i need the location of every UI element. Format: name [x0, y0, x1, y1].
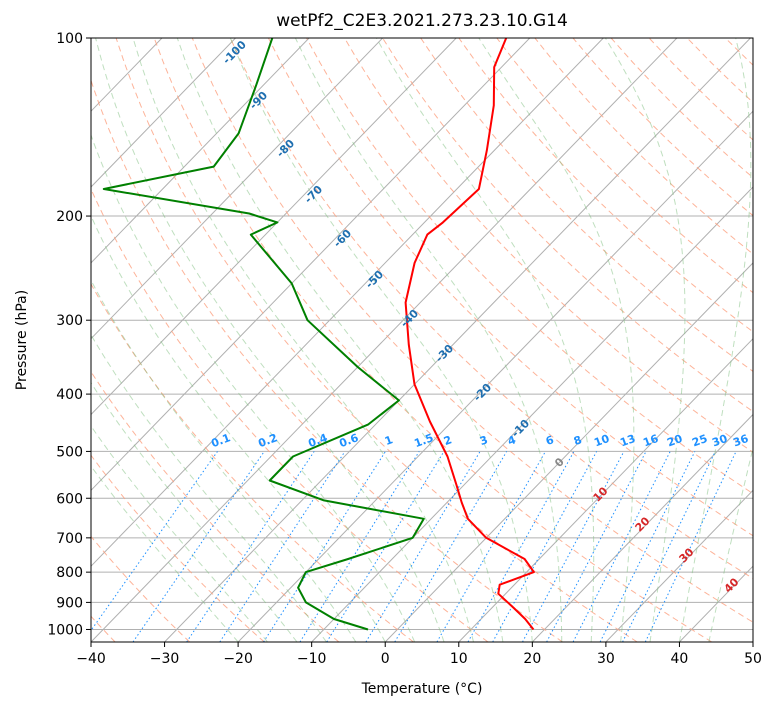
mixing-ratio-label: 36	[731, 432, 750, 450]
moist-adiabat-line	[294, 38, 563, 642]
mixing-ratio-label: 30	[710, 432, 729, 450]
y-tick-label: 300	[56, 313, 83, 329]
axis-layer: −40 −30 −20 −10 0 10 20 30 40 5010020030040050060…	[47, 31, 762, 667]
moist-adiabat-line	[91, 333, 327, 642]
moist-adiabat-line	[95, 38, 445, 642]
mixing-ratio-line	[599, 451, 696, 642]
dry-adiabat-line	[496, 38, 753, 294]
x-tick-label: −40	[76, 651, 106, 667]
isotherm-line	[311, 186, 753, 642]
moist-adiabat-line	[91, 425, 268, 642]
moist-adiabat-line	[91, 279, 357, 642]
moist-adiabat-line	[478, 38, 635, 642]
x-tick-label: 50	[744, 651, 762, 667]
mixing-ratio-line	[622, 451, 716, 642]
dry-adiabat-line	[91, 187, 489, 642]
mixing-ratio-line	[91, 451, 218, 632]
plot-frame	[90, 37, 754, 643]
mixing-ratio-label: 1.5	[412, 431, 435, 450]
dry-adiabat-line	[191, 38, 753, 623]
moist-adiabat-line	[91, 133, 416, 642]
mixing-ratio-line	[326, 451, 445, 642]
x-tick-label: −30	[150, 651, 180, 667]
moist-adiabat-line	[91, 214, 386, 642]
series-layer	[102, 38, 535, 631]
x-tick-label: 0	[381, 651, 390, 667]
mixing-ratio-line	[436, 451, 546, 642]
mixing-ratio-label: 13	[618, 432, 637, 449]
x-tick-label: 10	[450, 651, 468, 667]
moist-adiabat-line	[604, 38, 686, 642]
dry-adiabat-line	[91, 454, 265, 642]
y-tick-label: 400	[56, 387, 83, 403]
y-axis-label: Pressure (hPa)	[14, 290, 30, 390]
dry-adiabat-line	[91, 370, 340, 642]
isotherm-line	[237, 110, 753, 642]
dewpoint-profile-line	[102, 38, 425, 631]
y-tick-label: 100	[56, 31, 83, 47]
moist-adiabat-line	[91, 381, 298, 642]
chart-title: wetPf2_C2E3.2021.273.23.10.G14	[276, 11, 568, 31]
dry-adiabat-line	[267, 38, 753, 537]
isotherm-line	[384, 262, 753, 642]
mixing-ratio-label: 1	[383, 433, 395, 448]
dry-adiabat-line	[91, 283, 414, 642]
isotherm-line	[91, 38, 384, 340]
moist-adiabat-line	[91, 465, 239, 642]
isotherm-line	[91, 38, 310, 264]
y-tick-label: 800	[56, 565, 83, 581]
mixing-ratio-label: 25	[690, 432, 709, 449]
x-tick-label: 20	[523, 651, 541, 667]
mixing-ratio-label: 10	[592, 432, 611, 450]
moist-adiabat-line	[708, 445, 753, 642]
isotherm-line	[605, 489, 753, 642]
y-tick-label: 1000	[47, 622, 83, 638]
mixing-ratio-label: 8	[572, 433, 584, 448]
moist-adiabat-line	[176, 38, 504, 642]
isotherm-line	[164, 38, 751, 642]
mixing-ratio-label: 0.6	[337, 431, 360, 450]
mixing-ratio-label: 0.2	[256, 431, 279, 450]
isotherm-line	[91, 38, 236, 188]
mixing-ratio-line	[365, 451, 481, 642]
mixing-ratio-label: 20	[665, 432, 684, 450]
mixing-ratio-label: 2	[442, 433, 454, 448]
moist-adiabat-line	[229, 38, 533, 642]
mixing-ratio-line	[467, 451, 575, 642]
isotherm-line	[91, 38, 457, 416]
x-tick-label: −20	[223, 651, 253, 667]
y-tick-label: 500	[56, 444, 83, 460]
mixing-ratio-label: 0.4	[306, 431, 329, 450]
mixing-ratio-line	[492, 451, 598, 642]
mixing-ratio-label: 16	[641, 432, 660, 450]
plot-area	[91, 38, 753, 642]
grid-layer	[91, 38, 753, 642]
y-tick-label: 700	[56, 531, 83, 547]
mixing-ratio-line	[394, 451, 508, 642]
temperature-profile-line	[404, 38, 535, 631]
isotherm-line	[91, 38, 678, 642]
moist-adiabat-line	[678, 38, 752, 642]
mixing-ratio-label: 0.1	[209, 431, 232, 450]
x-tick-label: −10	[297, 651, 327, 667]
isotherm-line	[91, 38, 604, 567]
mixing-ratio-line	[132, 451, 265, 642]
dry-adiabat-line	[91, 78, 563, 642]
x-tick-label: 30	[597, 651, 615, 667]
x-axis-label: Temperature (°C)	[361, 681, 483, 697]
dry-adiabat-line	[115, 38, 638, 642]
y-tick-label: 200	[56, 209, 83, 225]
mixing-ratio-label: 6	[544, 433, 556, 448]
moist-adiabat-line	[375, 38, 595, 642]
y-tick-label: 900	[56, 595, 83, 611]
mixing-ratio-label: 4	[506, 433, 518, 448]
mixing-ratio-label: 3	[478, 433, 490, 448]
mixing-ratio-line	[263, 451, 386, 642]
y-tick-label: 600	[56, 491, 83, 507]
x-tick-label: 40	[671, 651, 689, 667]
isotherm-line	[91, 38, 531, 492]
